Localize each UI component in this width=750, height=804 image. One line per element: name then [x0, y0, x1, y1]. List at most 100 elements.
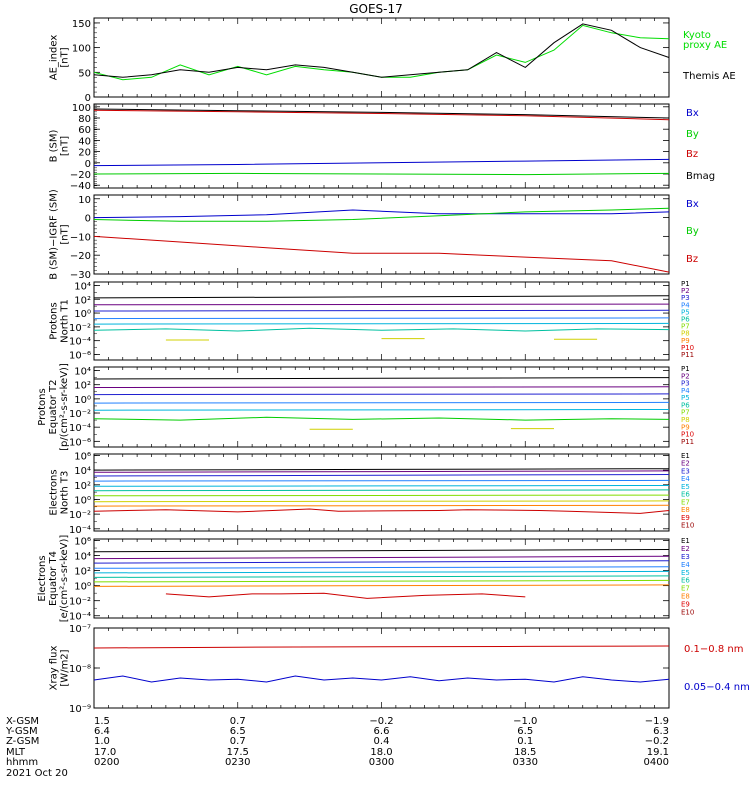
y-axis-label: Xray flux — [49, 646, 60, 691]
y-tick-label: 10⁴ — [74, 281, 91, 292]
legend-entry: E3 — [681, 553, 690, 561]
legend-entry: E2 — [681, 460, 690, 468]
series-line-by — [93, 207, 670, 222]
y-axis-label: Equator T2 — [48, 380, 59, 435]
legend-entry: P7 — [681, 409, 690, 417]
y-tick-label: 10⁻⁴ — [69, 423, 91, 434]
y-tick-label: 10⁰ — [74, 582, 91, 593]
series-line-e5 — [93, 570, 670, 574]
y-axis-label: Electrons — [49, 469, 60, 515]
y-axis-label: B (SM) — [49, 129, 60, 162]
y-tick-label: 10² — [74, 295, 91, 306]
y-tick-label: 50 — [78, 68, 91, 79]
legend-entry: P5 — [681, 308, 690, 316]
legend-entry: P4 — [681, 301, 690, 309]
legend-entry: E5 — [681, 569, 690, 577]
legend-entry: E6 — [681, 491, 690, 499]
y-tick-label: 10⁻⁴ — [69, 525, 91, 536]
y-tick-label: 10⁴ — [74, 466, 91, 477]
y-axis-label: [nT] — [60, 47, 71, 67]
series-line-themis-ae — [93, 23, 670, 78]
legend-entry: E5 — [681, 483, 690, 491]
panel-frame — [93, 453, 670, 532]
series-line-e7 — [93, 494, 670, 497]
legend-entry: P10 — [681, 344, 694, 352]
y-axis-label: Electrons — [37, 555, 48, 601]
series-line-e1 — [93, 549, 670, 553]
series-line-p4 — [93, 401, 670, 404]
y-tick-label: 40 — [78, 136, 91, 147]
series-line-e2 — [93, 555, 670, 560]
series-line-e3 — [93, 560, 670, 564]
series-line-e1 — [93, 468, 670, 471]
legend-entry: Bz — [686, 254, 698, 265]
legend-entry: Bz — [686, 149, 698, 160]
y-axis-label: [e/(cm²-s-sr-keV)] — [59, 535, 70, 623]
y-axis-label: [nT] — [60, 224, 71, 244]
legend-entry: E7 — [681, 585, 690, 593]
series-line-0-05-0-4-nm — [93, 675, 670, 683]
legend-entry: P11 — [681, 438, 694, 446]
legend-entry: By — [686, 226, 699, 237]
series-line-p5 — [93, 409, 670, 411]
y-tick-label: 80 — [78, 114, 91, 125]
legend-entry: E9 — [681, 601, 690, 609]
y-axis-label: Protons — [49, 302, 60, 339]
series-line-0-1-0-8-nm — [93, 645, 670, 649]
y-axis-label: AE_index — [49, 35, 60, 81]
y-tick-label: −20 — [70, 170, 91, 181]
legend-entry: 0.05−0.4 nm — [684, 682, 750, 693]
panel-pt1: 10⁻⁶ 10⁻⁴ 10⁻² 10⁰ 10² 10⁴ Protons North T1 P1P2… — [49, 280, 695, 361]
series-line-p2 — [93, 386, 670, 388]
y-tick-label: 0 — [85, 93, 91, 104]
legend-entry: Kyoto — [683, 30, 711, 41]
panel-frame — [93, 281, 670, 361]
y-tick-label: 0 — [85, 214, 91, 225]
series-line-bmag — [93, 108, 670, 119]
legend-entry: E1 — [681, 537, 690, 545]
legend-entry: E7 — [681, 498, 690, 506]
series-line-p6 — [93, 327, 670, 332]
y-tick-label: 0 — [85, 159, 91, 170]
y-tick-label: 10⁰ — [74, 395, 91, 406]
series-line-p1 — [93, 295, 670, 299]
series-line-p3 — [93, 393, 670, 396]
y-tick-label: 150 — [72, 19, 91, 30]
y-axis-label: North T1 — [60, 299, 71, 343]
y-tick-label: 60 — [78, 125, 91, 136]
panel-et4: 10⁻⁴ 10⁻² 10⁰ 10² 10⁴ 10⁶ Electrons Equator T4[… — [37, 535, 694, 623]
series-line-e8 — [93, 584, 670, 587]
y-tick-label: 10⁻² — [69, 510, 91, 521]
legend-entry: P11 — [681, 351, 694, 359]
y-tick-label: 10⁻⁸ — [69, 664, 91, 675]
series-line-kyoto-proxy-ae — [93, 24, 670, 81]
series-line-bz — [93, 235, 670, 273]
legend-entry: P6 — [681, 316, 690, 324]
y-tick-label: 20 — [78, 148, 91, 159]
y-tick-label: 10⁰ — [74, 495, 91, 506]
y-tick-label: 10² — [74, 381, 91, 392]
legend-entry: P1 — [681, 280, 690, 288]
series-line-bx — [93, 209, 670, 219]
legend-entry: P10 — [681, 431, 694, 439]
legend-entry: P5 — [681, 394, 690, 402]
chart-title: GOES-17 — [349, 2, 403, 16]
y-tick-label: 10² — [74, 567, 91, 578]
y-tick-label: 10⁻⁹ — [69, 704, 91, 715]
y-axis-label: Equator T4 — [48, 551, 59, 606]
panel-frame — [93, 194, 670, 275]
legend-entry: P8 — [681, 416, 690, 424]
legend-entry: E9 — [681, 514, 690, 522]
y-tick-label: 10⁻² — [69, 597, 91, 608]
legend-entry: E2 — [681, 545, 690, 553]
series-line-p4 — [93, 317, 670, 320]
legend-entry: P2 — [681, 372, 690, 380]
legend-entry: E4 — [681, 475, 690, 483]
legend-entry: E10 — [681, 608, 694, 616]
legend-entry: Themis AE — [682, 71, 736, 82]
